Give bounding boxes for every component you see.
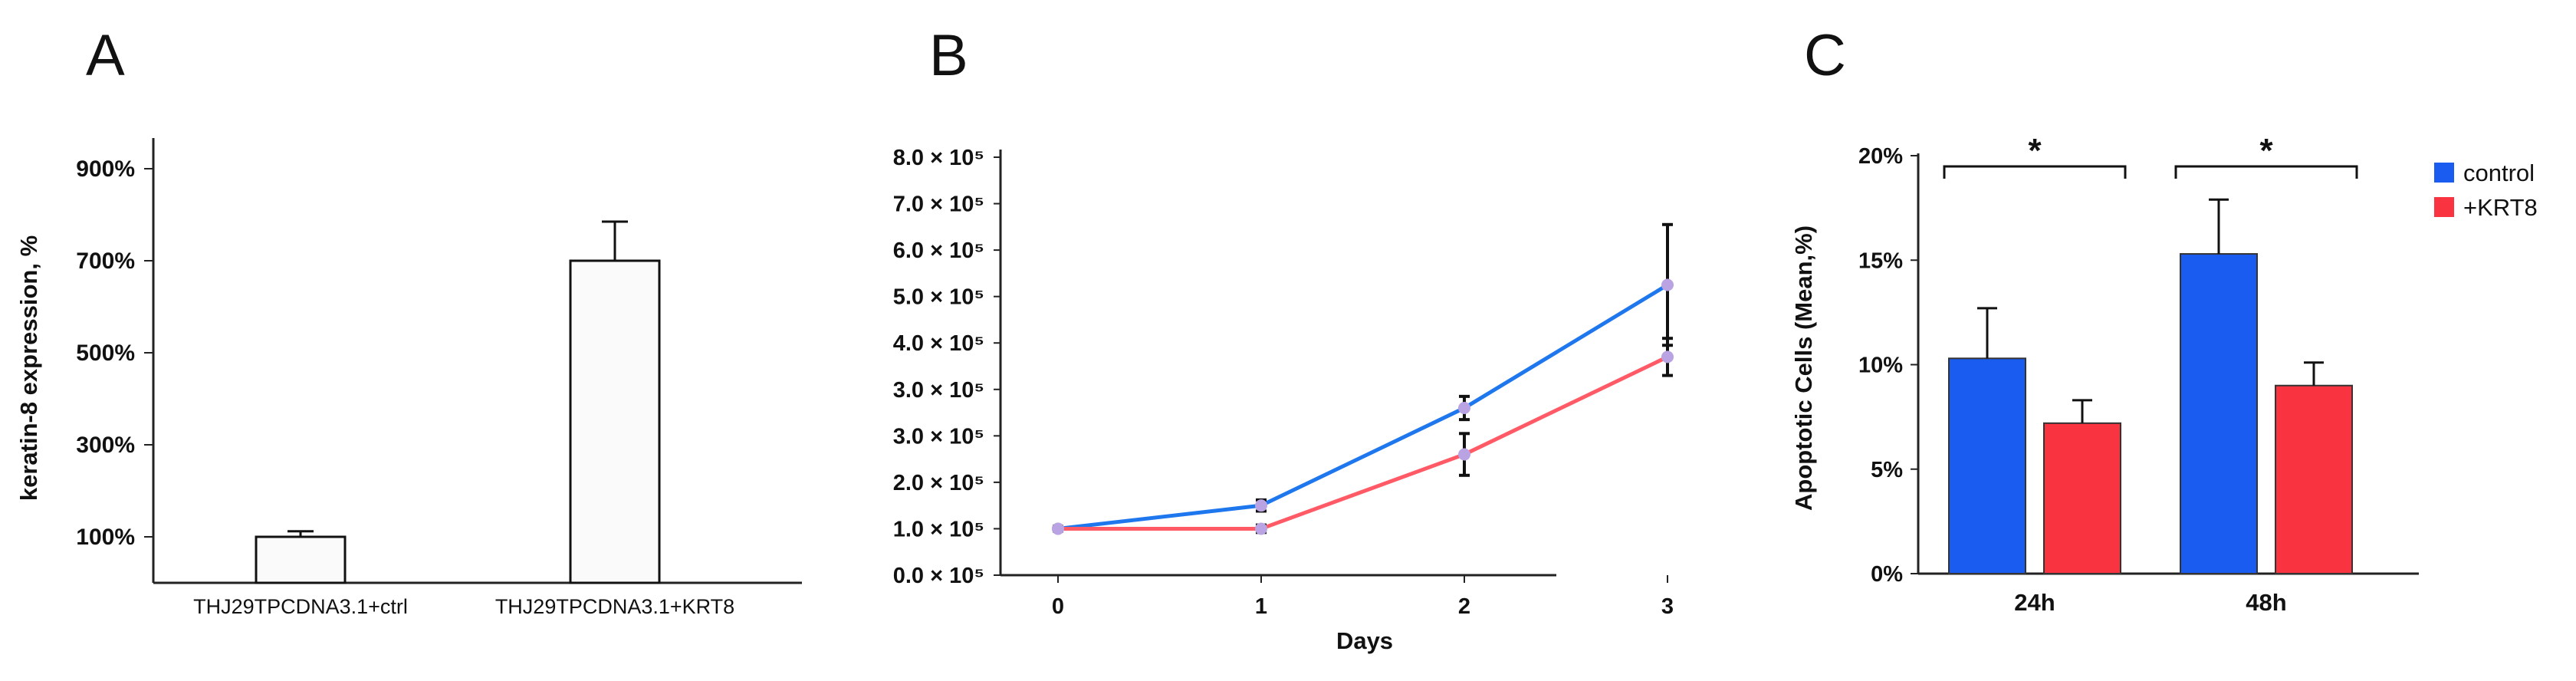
panel-c-y-tick-label: 5% (1871, 458, 1903, 482)
panel-c-bar (1948, 357, 2026, 574)
panel-a-y-tick-label: 900% (76, 156, 135, 182)
panel-b-x-ticks: 0 1 2 3 (1052, 575, 1674, 619)
panel-a-y-ticks: 100% 300% 500% 700% 900% (76, 156, 153, 550)
panel-b-y-tick-label: 6.0 × 10⁵ (893, 239, 984, 263)
panel-a-y-tick-label: 700% (76, 248, 135, 274)
panel-c-significance-bracket (2174, 165, 2358, 179)
panel-c-y-tick-label: 20% (1858, 144, 1903, 169)
panel-c-y-tick-label: 15% (1858, 248, 1903, 273)
panel-b-y-tick-label: 3.0 × 10⁵ (893, 378, 984, 403)
panel-b-x-tick-label: 0 (1052, 594, 1064, 619)
panel-c-bar (2180, 253, 2258, 574)
panel-c-bars (1948, 198, 2353, 574)
panel-b-series (1052, 222, 1674, 535)
panel-c-bar-chart: Apoptotic Cells (Mean,%) 0% 5% 10% 15% 20% 2… (1790, 132, 2538, 616)
panel-c-bar (2043, 422, 2121, 574)
panel-c-y-ticks: 0% 5% 10% 15% 20% (1858, 144, 1918, 587)
panel-b-data-point (1255, 522, 1267, 535)
panel-b-data-point (1458, 448, 1470, 461)
panel-a-bar (255, 535, 347, 584)
panel-a-category-label: THJ29TPCDNA3.1+KRT8 (495, 595, 734, 618)
panel-b-y-tick-label: 8.0 × 10⁵ (893, 146, 984, 170)
panel-letter-a: A (86, 23, 125, 88)
panel-c-y-tick-label: 10% (1858, 354, 1903, 378)
panel-c-significance-star: * (2259, 132, 2273, 169)
panel-b-y-ticks: 0.0 × 10⁵ 1.0 × 10⁵ 2.0 × 10⁵ 3.0 × 10⁵ 3.0 … (893, 146, 1001, 588)
panel-b-x-tick-label: 2 (1458, 594, 1470, 619)
panel-letter-c: C (1804, 23, 1846, 88)
panel-a-bar-chart: keratin-8 expression, % 100% 300% 500% 700%… (15, 138, 802, 618)
panel-b-y-tick-label: 0.0 × 10⁵ (893, 564, 984, 588)
panel-c-significance-star: * (2028, 132, 2042, 169)
panel-b-data-point (1255, 499, 1267, 512)
panel-b-x-tick-label: 3 (1661, 594, 1674, 619)
panel-b-data-point (1458, 402, 1470, 414)
legend-swatch-control (2434, 163, 2454, 183)
panel-c-category-label: 24h (2014, 589, 2055, 616)
panel-c-category-label: 48h (2246, 589, 2286, 616)
legend-label-krt8: +KRT8 (2463, 194, 2538, 221)
panel-a-bars (255, 220, 661, 584)
panel-b-data-point (1052, 522, 1064, 535)
panel-b-line-chart: 0.0 × 10⁵ 1.0 × 10⁵ 2.0 × 10⁵ 3.0 × 10⁵ 3.0 … (893, 146, 1674, 654)
panel-b-y-tick-label: 2.0 × 10⁵ (893, 471, 984, 495)
panel-a-y-tick-label: 500% (76, 340, 135, 366)
panel-b-y-tick-label: 5.0 × 10⁵ (893, 285, 984, 310)
panel-a-category-label: THJ29TPCDNA3.1+ctrl (193, 595, 408, 618)
panel-b-x-tick-label: 1 (1255, 594, 1267, 619)
panel-c-y-axis-label: Apoptotic Cells (Mean,%) (1790, 225, 1817, 511)
legend-swatch-krt8 (2434, 197, 2454, 217)
panel-a-y-tick-label: 300% (76, 433, 135, 458)
panel-b-y-tick-label: 1.0 × 10⁵ (893, 517, 984, 541)
panel-b-y-tick-label: 7.0 × 10⁵ (893, 192, 984, 217)
panel-b-data-point (1661, 350, 1674, 364)
panel-b-y-tick-label: 3.0 × 10⁵ (893, 424, 984, 449)
panel-a-y-tick-label: 100% (76, 525, 135, 550)
panel-c-y-tick-label: 0% (1871, 562, 1903, 587)
panel-a-y-axis-label: keratin-8 expression, % (15, 235, 42, 501)
panel-b-series-line (1058, 355, 1669, 531)
panel-c-legend: control +KRT8 (2434, 160, 2538, 221)
panel-b-series-line (1057, 283, 1669, 531)
panel-c-significance: * * (1943, 132, 2358, 179)
panel-a-bar (569, 259, 661, 584)
panel-letter-b: B (929, 23, 968, 88)
legend-label-control: control (2463, 160, 2535, 186)
panel-b-data-point (1661, 278, 1674, 291)
panel-c-significance-bracket (1943, 165, 2127, 179)
panel-b-y-tick-label: 4.0 × 10⁵ (893, 331, 984, 356)
panel-c-bar (2275, 384, 2353, 574)
panel-b-x-axis-label: Days (1336, 627, 1393, 654)
